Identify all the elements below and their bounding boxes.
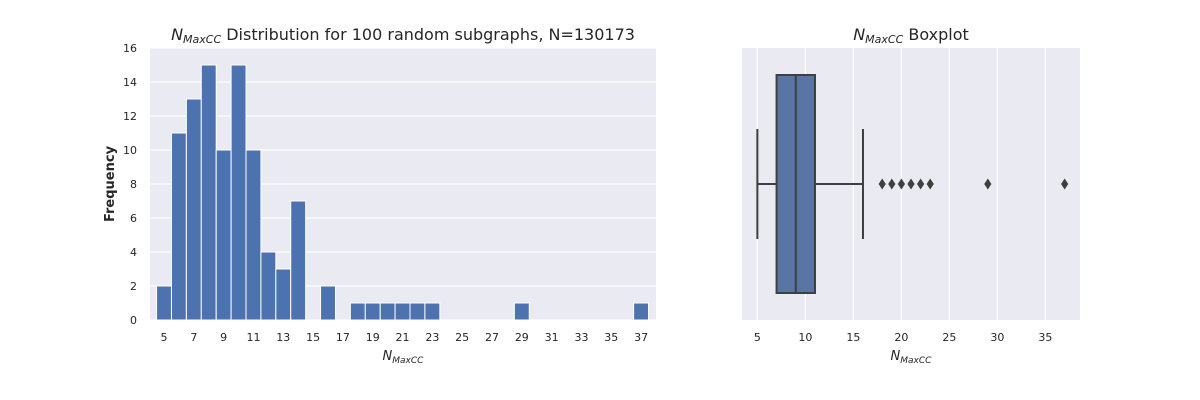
histogram-bar <box>156 285 172 321</box>
outlier-point <box>907 178 915 190</box>
histogram-bar <box>230 64 247 321</box>
histogram-x-tick-label: 13 <box>276 331 290 344</box>
histogram-x-tick-label: 7 <box>190 331 197 344</box>
boxplot-x-tick-label: 5 <box>754 331 761 344</box>
histogram-bar <box>409 302 426 321</box>
histogram-y-tick-label: 6 <box>130 212 137 225</box>
histogram-bar <box>245 149 262 321</box>
outlier-point <box>1061 178 1069 190</box>
boxplot-x-tick-label: 15 <box>846 331 860 344</box>
histogram-y-tick-label: 0 <box>130 314 137 327</box>
boxplot-title: NMaxCC Boxplot <box>853 25 969 46</box>
boxplot-x-axis-label: NMaxCC <box>891 349 933 366</box>
histogram-y-tick-label: 12 <box>123 110 137 123</box>
histogram-y-axis-label: Frequency <box>103 145 118 222</box>
histogram-x-tick-label: 21 <box>396 331 410 344</box>
histogram-x-tick-label: 37 <box>634 331 648 344</box>
histogram-bars <box>156 64 650 321</box>
boxplot-x-tick-label: 35 <box>1038 331 1052 344</box>
histogram-x-tick-label: 35 <box>604 331 618 344</box>
boxplot-box <box>756 74 1069 294</box>
histogram-x-tick-label: 23 <box>425 331 439 344</box>
histogram-x-tick-label: 9 <box>220 331 227 344</box>
histogram-bar <box>290 200 307 321</box>
histogram-y-tick-label: 4 <box>130 246 137 259</box>
histogram-x-tick-label: 11 <box>246 331 260 344</box>
outlier-point <box>888 178 896 190</box>
histogram-y-tick-label: 10 <box>123 144 137 157</box>
histogram-x-tick-label: 19 <box>366 331 380 344</box>
histogram-bar <box>320 285 336 321</box>
histogram-x-tick-label: 33 <box>574 331 588 344</box>
histogram-y-tick-label: 8 <box>130 178 137 191</box>
histogram-x-tick-label: 17 <box>336 331 350 344</box>
boxplot-x-tick-label: 20 <box>894 331 908 344</box>
boxplot-x-tick-label: 30 <box>990 331 1004 344</box>
histogram-bar <box>275 268 292 321</box>
boxplot-x-tick-label: 25 <box>942 331 956 344</box>
boxplot-panel: 5 10 15 20 25 30 35 NMaxCC Boxplot NMaxCC <box>742 25 1080 366</box>
histogram-x-tick-label: 15 <box>306 331 320 344</box>
histogram-x-tick-labels: 5 7 9 11 13 15 17 19 21 23 25 27 29 31 33 35 37 <box>161 331 649 344</box>
histogram-bar <box>260 251 277 321</box>
histogram-bar <box>364 302 381 321</box>
outlier-point <box>878 178 886 190</box>
histogram-y-tick-label: 2 <box>130 280 137 293</box>
histogram-title: NMaxCC Distribution for 100 random subgr… <box>171 25 635 46</box>
histogram-x-tick-label: 5 <box>161 331 168 344</box>
histogram-bar <box>424 302 441 321</box>
histogram-y-tick-label: 14 <box>123 76 137 89</box>
histogram-x-tick-label: 29 <box>515 331 529 344</box>
outlier-point <box>917 178 925 190</box>
histogram-panel: 5 7 9 11 13 15 17 19 21 23 25 27 29 31 33 35 37 0 2 4 6 8 10 1… <box>103 25 656 366</box>
histogram-bar <box>200 64 217 321</box>
outlier-point <box>926 178 934 190</box>
histogram-x-axis-label: NMaxCC <box>383 349 425 366</box>
histogram-bar <box>215 149 232 321</box>
histogram-x-tick-label: 25 <box>455 331 469 344</box>
histogram-y-tick-label: 16 <box>123 42 137 55</box>
outlier-point <box>984 178 992 190</box>
boxplot-x-tick-label: 10 <box>798 331 812 344</box>
histogram-bar <box>513 302 530 321</box>
histogram-y-tick-labels: 0 2 4 6 8 10 12 14 16 <box>123 42 137 327</box>
histogram-bar <box>170 132 187 321</box>
outlier-point <box>897 178 905 190</box>
histogram-x-tick-label: 31 <box>545 331 559 344</box>
histogram-bar <box>379 302 396 321</box>
histogram-bar <box>349 302 366 321</box>
histogram-bar <box>633 302 650 321</box>
histogram-x-tick-label: 27 <box>485 331 499 344</box>
histogram-bar <box>394 302 411 321</box>
histogram-bar <box>185 98 202 321</box>
boxplot-x-tick-labels: 5 10 15 20 25 30 35 <box>754 331 1053 344</box>
